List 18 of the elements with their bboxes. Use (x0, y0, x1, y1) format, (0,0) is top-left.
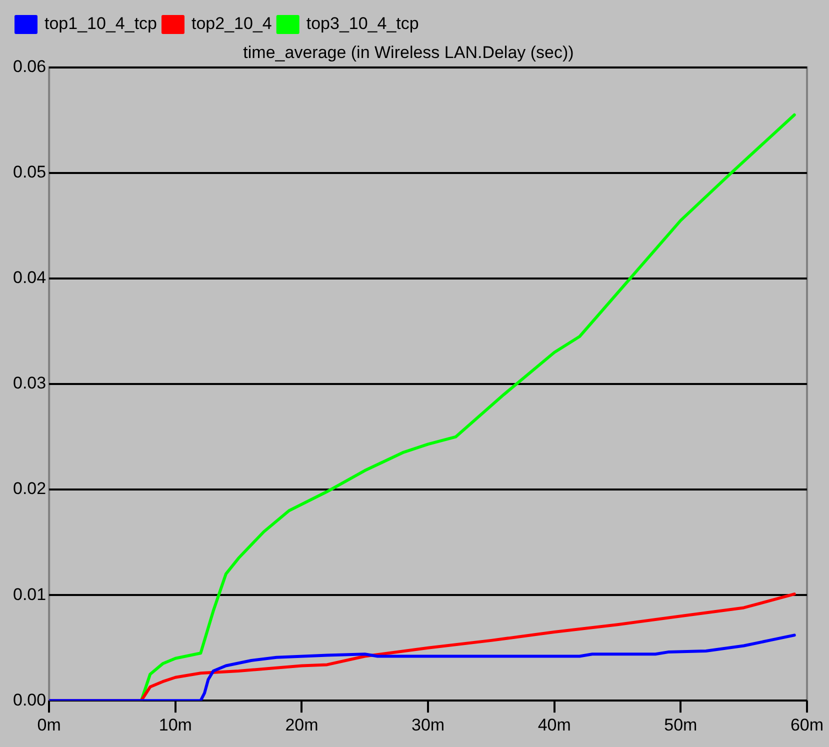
y-tick-label: 0.05 (12, 162, 46, 182)
x-tick-label: 30m (412, 715, 445, 734)
legend-label: top2_10_4 (191, 14, 272, 34)
x-tick-label: 20m (285, 715, 318, 734)
legend-label: top1_10_4_tcp (44, 14, 157, 34)
x-tick-label: 60m (790, 715, 824, 734)
x-tick-label: 10m (158, 715, 192, 734)
x-tick-label: 0m (37, 715, 61, 734)
x-tick-label: 50m (664, 715, 698, 734)
chart-title: time_average (in Wireless LAN.Delay (sec)) (243, 42, 574, 62)
y-tick-label: 0.06 (12, 57, 46, 76)
x-tick-label: 40m (538, 715, 571, 734)
y-tick-label: 0.04 (12, 268, 46, 288)
y-tick-label: 0.03 (12, 374, 46, 393)
y-tick-label: 0.01 (12, 584, 46, 604)
y-tick-label: 0.00 (12, 690, 46, 710)
y-tick-label: 0.02 (12, 479, 46, 498)
legend-label: top3_10_4_tcp (306, 14, 419, 34)
